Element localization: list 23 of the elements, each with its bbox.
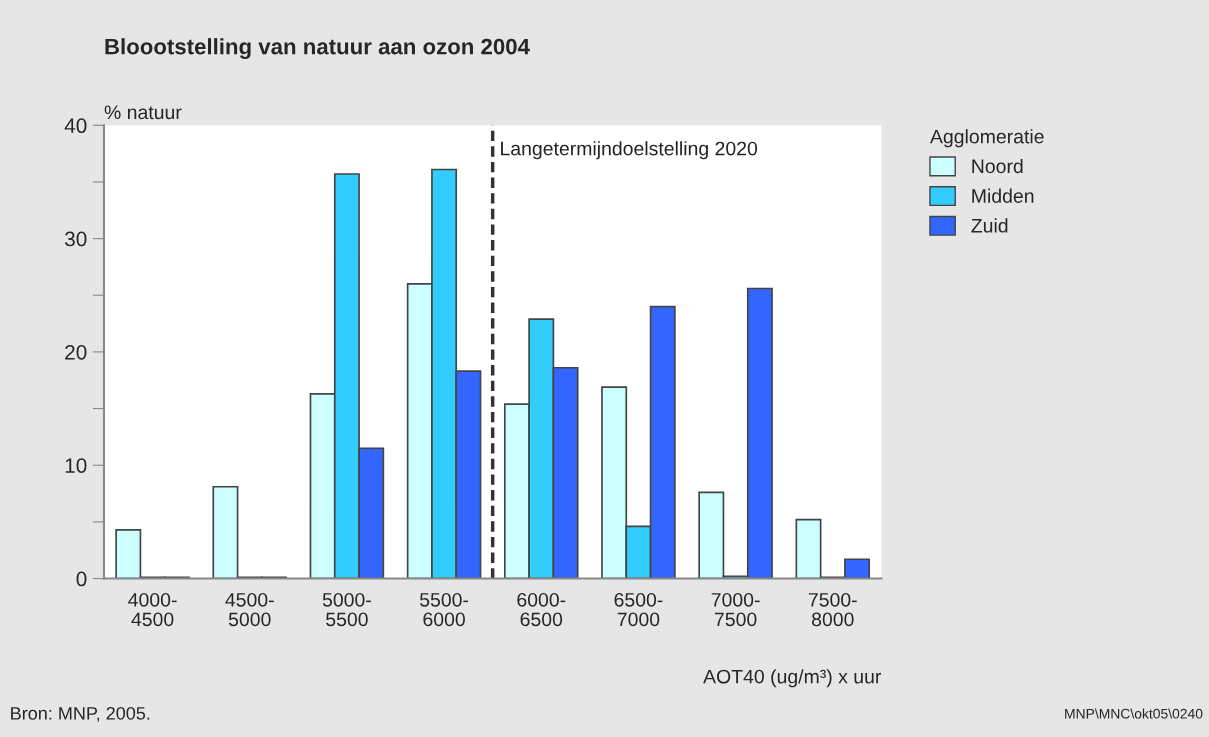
legend-label: Noord [972,158,1023,174]
x-axis-title: AOT40 (ug/m³) x uur [703,669,882,688]
y-tick-label: 40 [64,118,87,134]
x-tick-label: 4000- 4500 [128,592,177,627]
x-tick-label: 6000- 6500 [517,592,566,627]
legend-label: Zuid [971,218,1008,233]
x-tick-label: 5000- 5500 [322,592,371,627]
y-tick-label: 0 [76,571,87,587]
legend-title: Agglomeratie [930,129,1044,148]
y-tick-label: 10 [65,458,87,473]
text: MNP\MNC\okt05\0240 [1065,708,1203,719]
y-tick-label: 20 [65,344,87,360]
x-tick-label: 6500- 7000 [614,592,663,627]
annotation: Langetermijndoelstelling 2020 [501,141,758,160]
y-axis-title: % natuur [104,105,182,120]
y-tick-label: 30 [64,231,87,247]
chart-title: Bloootstelling van natuur aan ozon 2004 [105,38,530,59]
x-tick-label: 7500- 8000 [808,592,857,627]
text: Bron: MNP, 2005. [11,706,150,722]
x-tick-label: 4500- 5000 [225,592,274,627]
legend-label: Midden [972,188,1034,203]
x-tick-label: 5500- 6000 [420,592,469,627]
x-tick-label: 7000- 7500 [711,592,760,627]
